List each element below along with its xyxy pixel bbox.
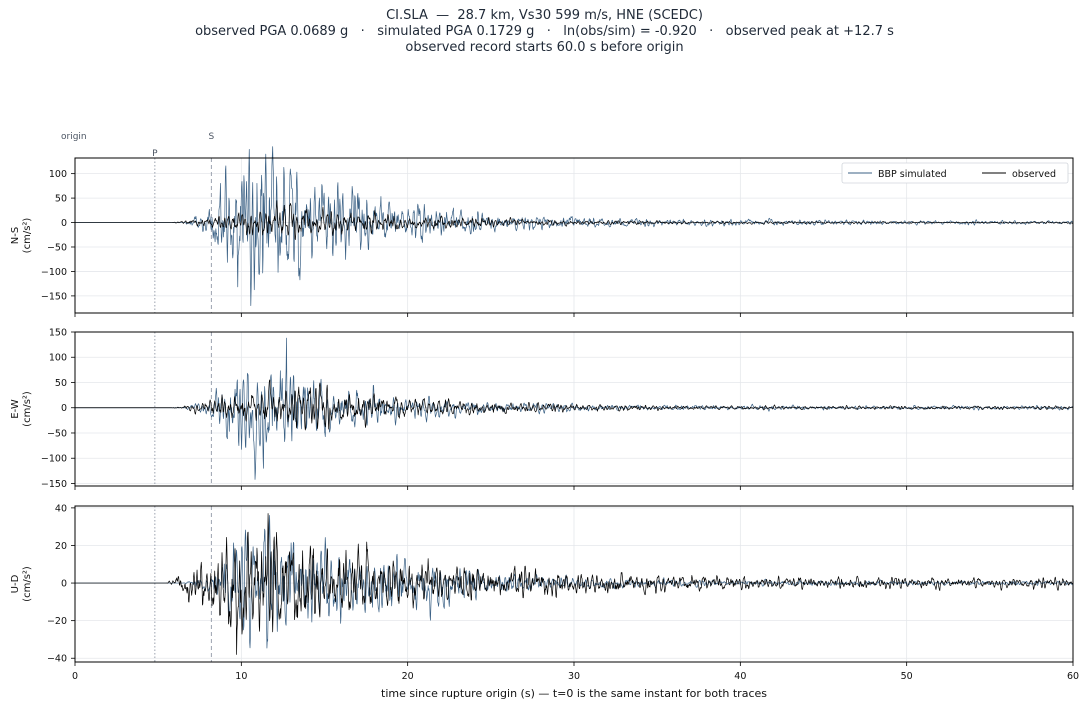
panel-u-d: 40 20 0 −20 −40 0 10 20 30 40 50 60 U-D (cm/s²) xyxy=(10,503,1079,682)
y-tick-label: 50 xyxy=(55,378,67,389)
y-tick-label: 100 xyxy=(49,169,67,180)
series-line-bbp-simulated xyxy=(75,337,1074,480)
x-tick-label: 20 xyxy=(402,671,414,682)
title-line-record-start: observed record starts 60.0 s before ori… xyxy=(405,40,684,55)
marker-label-s: S xyxy=(209,132,215,142)
panel-n-s: 100 50 0 −50 −100 −150 N-S (cm/s²) BBP simulated… xyxy=(10,146,1074,317)
y-tick-label: 100 xyxy=(49,353,67,364)
series-line-observed xyxy=(75,200,1074,241)
marker-label-p: P xyxy=(152,149,158,159)
series-line-bbp-simulated xyxy=(75,515,1074,649)
panel-e-w: 150 100 50 0 −50 −100 −150 E-W (cm/s²) xyxy=(10,328,1074,490)
figure-title: CI.SLA — 28.7 km, Vs30 599 m/s, HNE (SCE… xyxy=(0,8,1089,56)
y-axis-label-component: E-W xyxy=(10,399,21,419)
x-tick-label: 60 xyxy=(1067,671,1079,682)
title-line-station: CI.SLA — 28.7 km, Vs30 599 m/s, HNE (SCE… xyxy=(386,8,703,23)
y-axis-label-unit: (cm/s²) xyxy=(22,391,33,427)
y-tick-label: −40 xyxy=(47,654,67,665)
y-tick-label: 40 xyxy=(55,503,67,514)
y-tick-label: −50 xyxy=(47,242,67,253)
legend: BBP simulated observed xyxy=(841,162,1069,184)
x-axis-label: time since rupture origin (s) — t=0 is t… xyxy=(381,687,767,700)
y-axis-label-unit: (cm/s²) xyxy=(22,566,33,602)
legend-box xyxy=(841,162,1069,184)
y-axis-label: N-S (cm/s²) xyxy=(10,218,33,254)
marker-label-origin: origin xyxy=(61,132,87,142)
series-line-observed xyxy=(75,513,1074,655)
x-tick-label: 50 xyxy=(901,671,913,682)
y-tick-label: −20 xyxy=(47,616,67,627)
y-tick-label: −50 xyxy=(47,428,67,439)
series-line-observed xyxy=(75,379,1074,431)
y-tick-label: 0 xyxy=(61,579,67,590)
y-tick-label: −150 xyxy=(41,291,67,302)
y-tick-label: −100 xyxy=(41,267,67,278)
y-tick-label: 0 xyxy=(61,403,67,414)
y-tick-label: 0 xyxy=(61,218,67,229)
x-tick-label: 40 xyxy=(734,671,746,682)
y-axis-label-component: N-S xyxy=(10,227,21,244)
title-line-pga: observed PGA 0.0689 g · simulated PGA 0.… xyxy=(195,24,894,39)
x-tick-label: 30 xyxy=(568,671,580,682)
legend-entry-observed: observed xyxy=(1012,169,1056,180)
y-tick-label: −100 xyxy=(41,454,67,465)
x-tick-label: 10 xyxy=(235,671,247,682)
y-tick-label: 150 xyxy=(49,328,67,339)
y-axis-label-component: U-D xyxy=(10,574,21,593)
y-axis-label-unit: (cm/s²) xyxy=(22,218,33,254)
y-tick-label: 20 xyxy=(55,541,67,552)
x-tick-label: 0 xyxy=(72,671,78,682)
y-tick-label: −150 xyxy=(41,479,67,490)
y-axis-label: U-D (cm/s²) xyxy=(10,566,33,602)
y-tick-label: 50 xyxy=(55,194,67,205)
legend-entry-bbp-simulated: BBP simulated xyxy=(878,169,947,180)
y-axis-label: E-W (cm/s²) xyxy=(10,391,33,427)
